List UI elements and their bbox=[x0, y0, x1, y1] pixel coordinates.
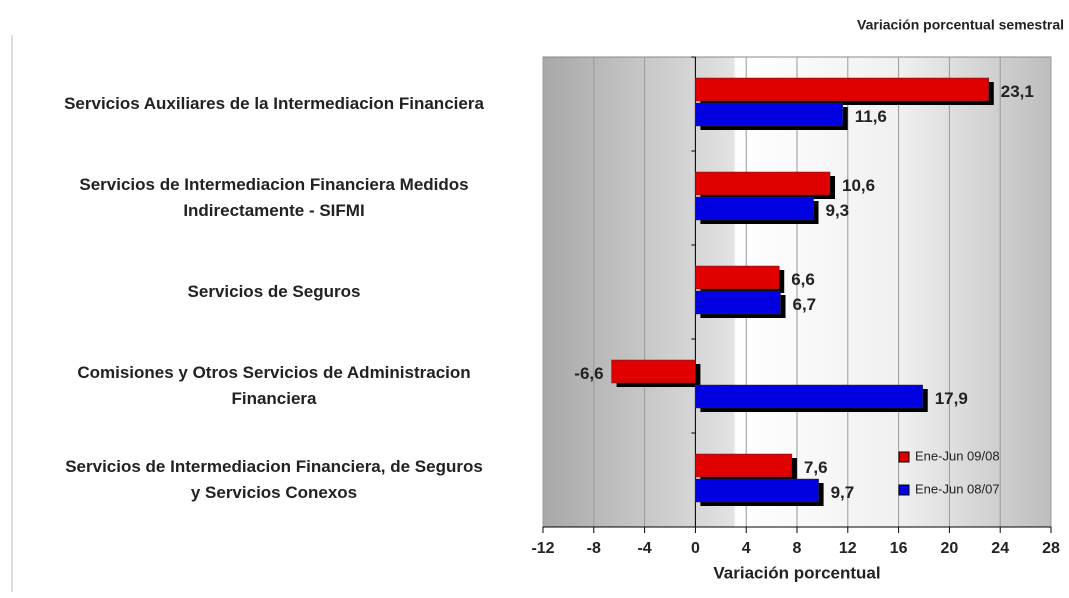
x-tick-label: -4 bbox=[637, 540, 651, 557]
legend-label: Ene-Jun 09/08 bbox=[915, 448, 1000, 463]
value-label: 6,7 bbox=[792, 295, 816, 314]
bar bbox=[611, 359, 696, 384]
x-axis-label: Variación porcentual bbox=[713, 563, 880, 582]
x-tick-label: 4 bbox=[742, 540, 751, 557]
y-tick-label: Comisiones y Otros Servicios de Administ… bbox=[77, 363, 471, 408]
bar bbox=[695, 453, 793, 478]
value-label: -6,6 bbox=[574, 364, 603, 383]
bar bbox=[695, 196, 814, 221]
bar bbox=[695, 478, 819, 503]
legend-swatch bbox=[898, 484, 910, 496]
bar bbox=[695, 265, 780, 290]
value-label: 7,6 bbox=[804, 458, 828, 477]
x-tick-label: -8 bbox=[587, 540, 601, 557]
x-tick-label: 20 bbox=[941, 540, 959, 557]
x-tick-label: 16 bbox=[890, 540, 908, 557]
bar bbox=[695, 77, 990, 102]
value-label: 10,6 bbox=[842, 176, 875, 195]
value-label: 9,3 bbox=[826, 201, 850, 220]
x-tick-label: 12 bbox=[839, 540, 857, 557]
x-tick-label: -12 bbox=[531, 540, 554, 557]
y-tick-label: Servicios de Intermediacion Financiera, … bbox=[65, 457, 483, 502]
bar bbox=[695, 384, 923, 409]
legend-label: Ene-Jun 08/07 bbox=[915, 481, 1000, 496]
value-label: 23,1 bbox=[1001, 82, 1034, 101]
value-label: 6,6 bbox=[791, 270, 815, 289]
y-tick-label: Servicios de Seguros bbox=[187, 282, 361, 301]
y-tick-label: Servicios Auxiliares de la Intermediacio… bbox=[64, 94, 484, 113]
value-label: 17,9 bbox=[935, 389, 968, 408]
bar bbox=[695, 290, 781, 315]
bar bbox=[695, 102, 843, 127]
x-tick-label: 8 bbox=[793, 540, 802, 557]
bar bbox=[695, 171, 831, 196]
x-tick-label: 24 bbox=[991, 540, 1009, 557]
x-tick-label: 0 bbox=[691, 540, 700, 557]
value-label: 11,6 bbox=[855, 107, 887, 126]
chart-title: Variación porcentual semestral bbox=[857, 17, 1064, 33]
legend-swatch bbox=[898, 451, 910, 463]
x-tick-label: 28 bbox=[1042, 540, 1060, 557]
value-label: 9,7 bbox=[831, 483, 855, 502]
y-tick-label: Servicios de Intermediacion Financiera M… bbox=[79, 175, 469, 220]
